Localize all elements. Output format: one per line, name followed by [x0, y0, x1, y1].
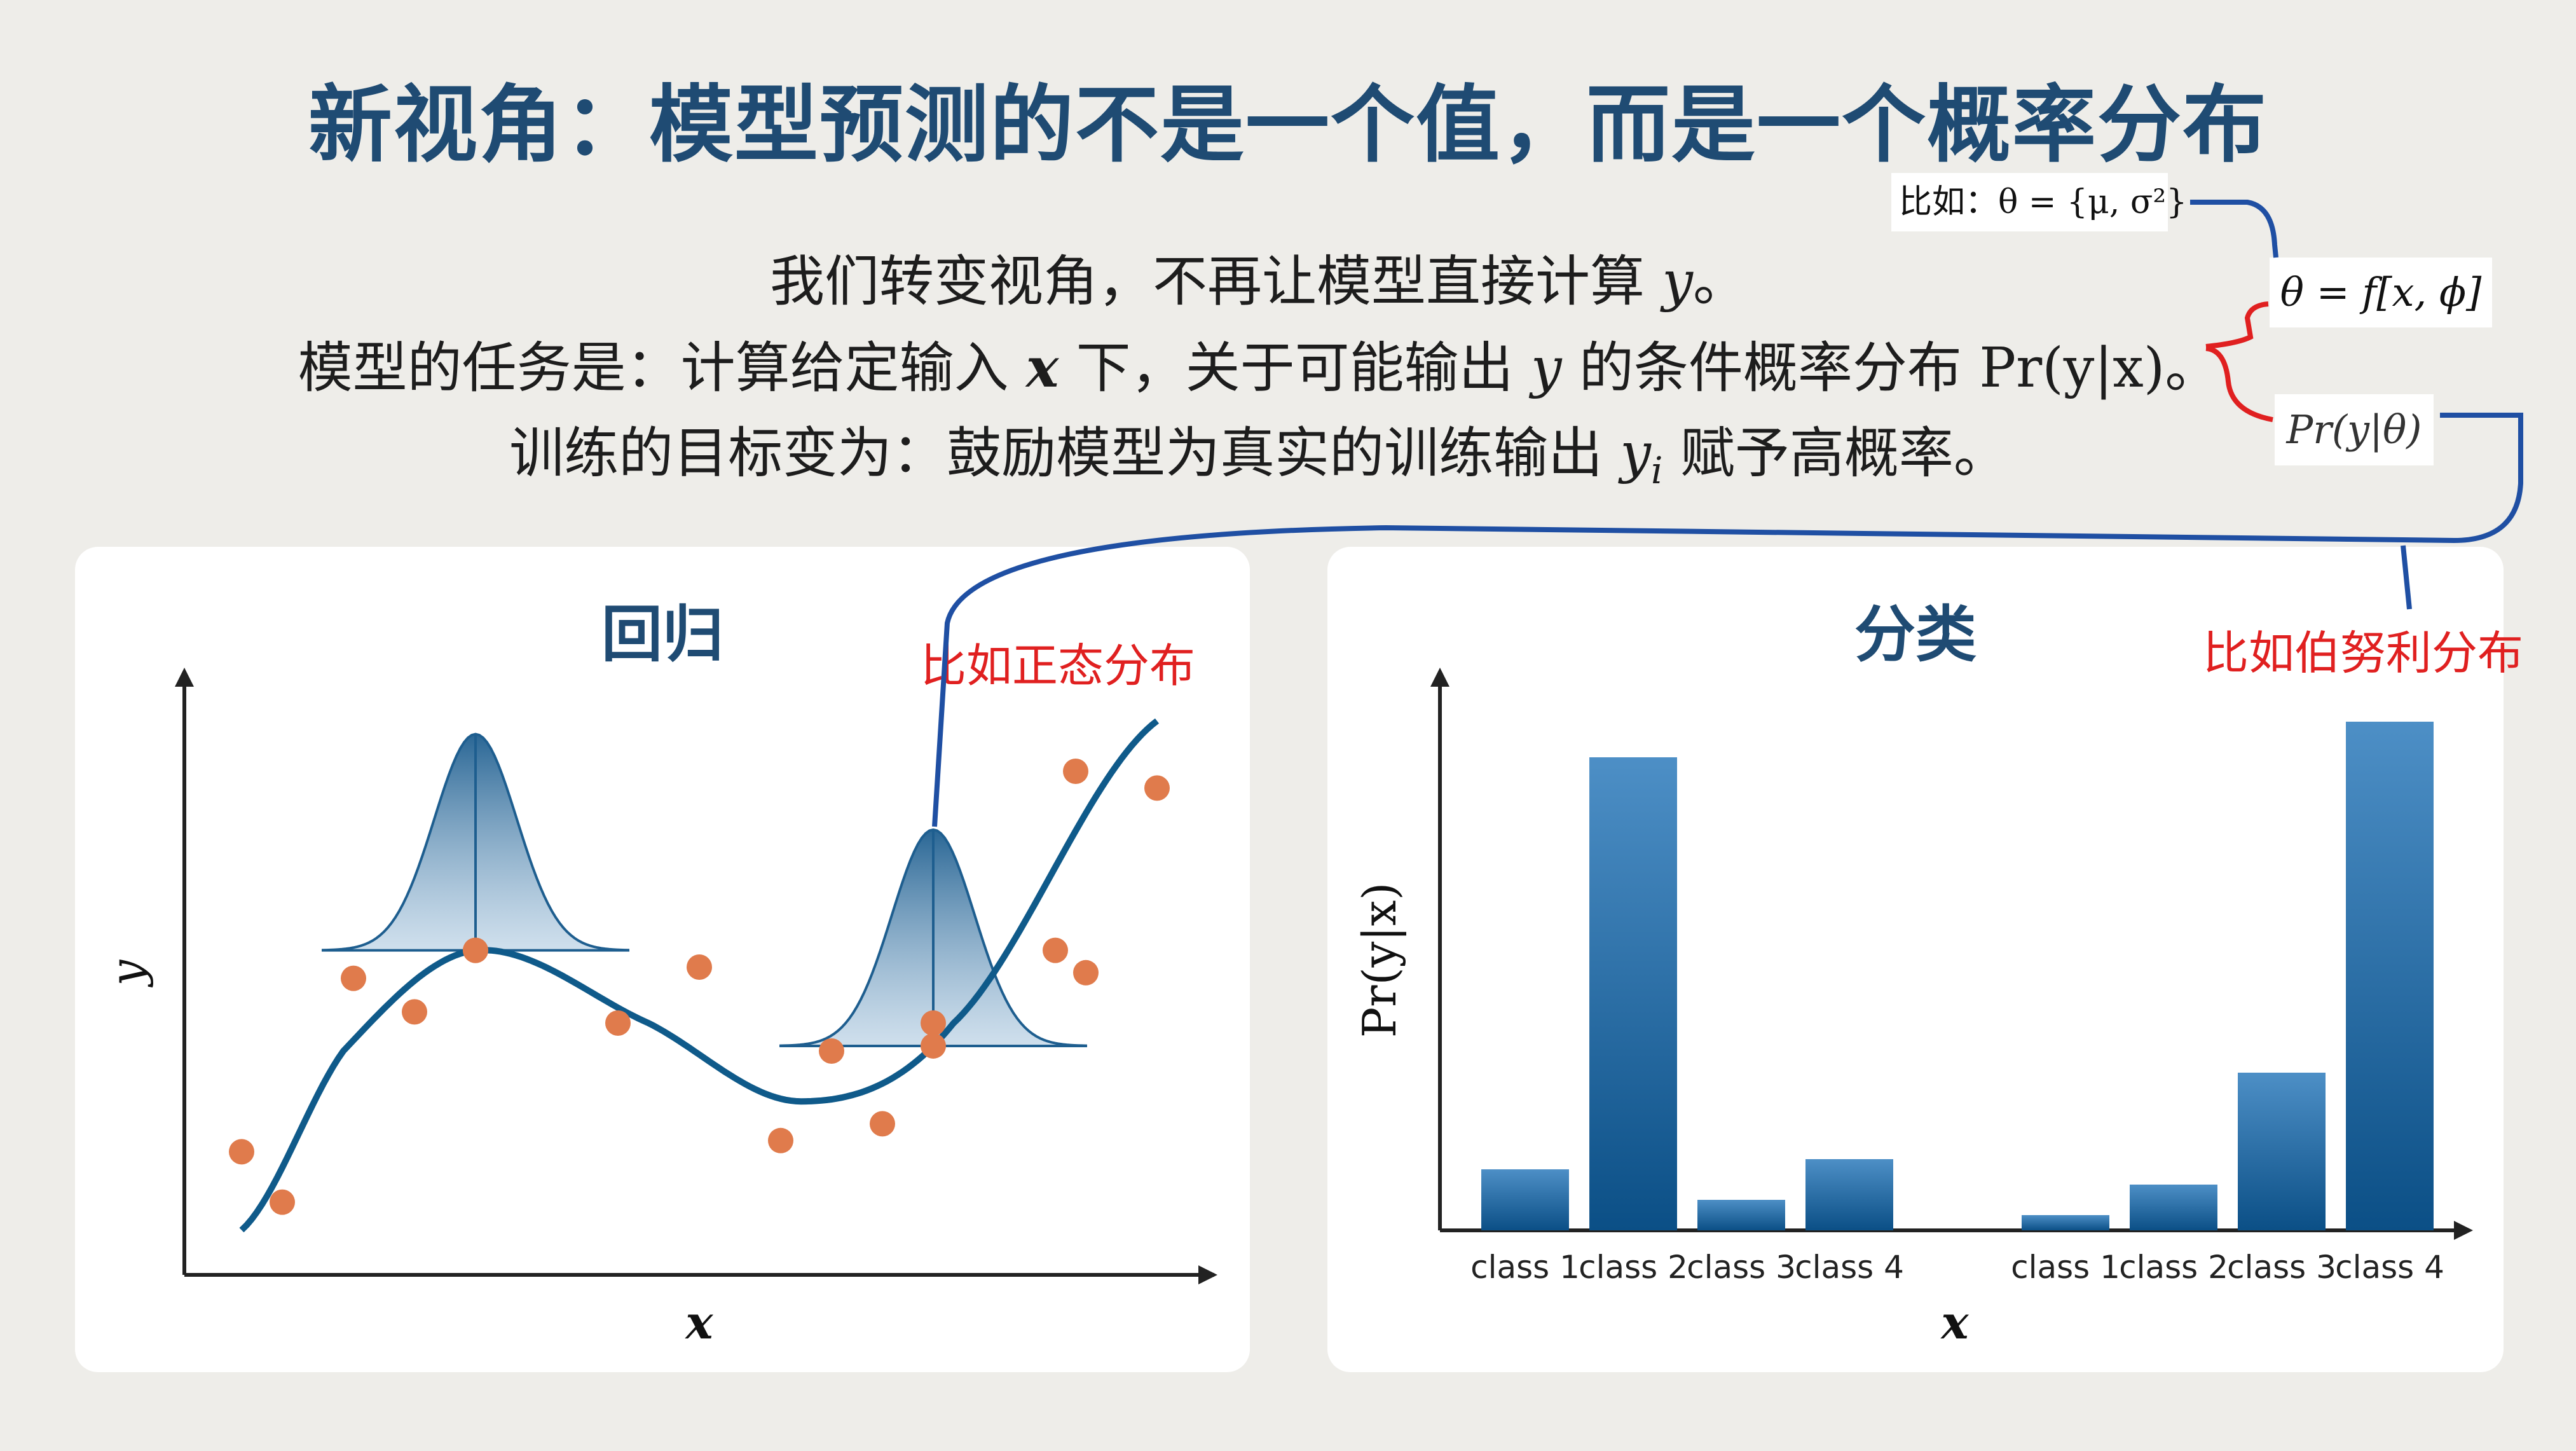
intro-var-y: y	[1662, 250, 1693, 313]
tick-label-group1-3: class 3	[1687, 1249, 1796, 1286]
intro-text: 训练的目标变为：鼓励模型为真实的训练输出	[509, 422, 1620, 485]
curve-mean-point-2	[921, 1033, 946, 1059]
tick-label-group1-1: class 1	[1470, 1249, 1580, 1286]
intro-var-y: y	[1530, 336, 1562, 400]
annotation-pr-theta: Pr(y|θ)	[2275, 394, 2434, 465]
connector-theta-function	[2205, 301, 2269, 349]
data-point-6	[605, 1010, 631, 1036]
tick-label-group2-1: class 1	[2011, 1249, 2120, 1286]
intro-expression: Pr(y|x)	[1979, 336, 2165, 400]
intro-line-3: 训练的目标变为：鼓励模型为真实的训练输出 yi 赋予高概率。	[0, 408, 2518, 492]
classification-x-label: x	[1940, 1295, 1970, 1349]
data-point-14	[1063, 759, 1088, 784]
data-point-10	[870, 1111, 895, 1137]
intro-text: 下，关于可能输出	[1058, 336, 1531, 400]
data-point-3	[341, 965, 366, 991]
intro-line-2: 模型的任务是：计算给定输入 x 下，关于可能输出 y 的条件概率分布 Pr(y|…	[0, 323, 2518, 402]
bar-group2-class-4	[2346, 722, 2434, 1230]
bernoulli-distribution-note: 比如伯努利分布	[2203, 626, 2524, 680]
intro-text: 的条件概率分布	[1561, 336, 1980, 400]
tick-label-group1-4: class 4	[1795, 1249, 1904, 1286]
classification-x-arrow-icon	[2454, 1221, 2473, 1240]
regression-y-label: y	[100, 959, 154, 987]
bar-group2-class-1	[2022, 1215, 2109, 1230]
intro-line-1: 我们转变视角，不再让模型直接计算 y。	[0, 237, 2518, 316]
data-point-9	[819, 1038, 844, 1064]
bar-group1-class-1	[1481, 1169, 1569, 1230]
regression-title: 回归	[601, 599, 723, 670]
data-point-7	[687, 954, 712, 980]
data-point-12	[1043, 937, 1068, 963]
normal-distribution-note: 比如正态分布	[921, 639, 1196, 692]
bar-group1-class-3	[1697, 1200, 1785, 1230]
annotation-theta-function: θ = f[x, ϕ]	[2270, 258, 2492, 327]
classification-y-arrow-icon	[1430, 668, 1449, 687]
connector-to-bernoulli	[2401, 545, 2412, 610]
data-point-15	[1144, 775, 1170, 801]
intro-var-x: x	[1025, 336, 1059, 400]
connector-pr-theta	[2205, 346, 2273, 422]
tick-label-group2-2: class 2	[2119, 1249, 2228, 1286]
page-title: 新视角：模型预测的不是一个值，而是一个概率分布	[308, 76, 2268, 174]
regression-plot	[229, 718, 1170, 1233]
classification-panel: 分类	[1327, 547, 2504, 1372]
intro-text: 模型的任务是：计算给定输入	[298, 336, 1026, 400]
classification-y-label: Pr(y|x)	[1353, 883, 1406, 1038]
bar-group1-class-4	[1805, 1159, 1893, 1230]
regression-y-arrow-icon	[175, 668, 194, 687]
bar-group2-class-2	[2130, 1185, 2217, 1230]
tick-label-group2-3: class 3	[2227, 1249, 2336, 1286]
data-point-8	[768, 1127, 793, 1153]
curve-mean-point-1	[463, 937, 488, 963]
annotation-theta-example: 比如：θ = {μ, σ²}	[1891, 173, 2187, 231]
bar-group2-class-3	[2238, 1073, 2326, 1230]
data-point-2	[270, 1189, 295, 1215]
tick-label-group1-2: class 2	[1579, 1249, 1688, 1286]
data-point-1	[229, 1139, 254, 1165]
intro-subscript: i	[1651, 449, 1663, 493]
classification-title: 分类	[1854, 599, 1977, 670]
tick-label-group2-4: class 4	[2335, 1249, 2444, 1286]
regression-curve	[239, 718, 1160, 1233]
regression-x-arrow-icon	[1198, 1265, 1217, 1284]
intro-text: 赋予高概率。	[1662, 422, 2008, 485]
intro-var-y: y	[1620, 422, 1652, 485]
intro-text: 。	[1692, 250, 1748, 313]
intro-text: 我们转变视角，不再让模型直接计算	[770, 250, 1662, 313]
connector-theta-example	[2190, 200, 2278, 258]
data-point-13	[1073, 959, 1099, 986]
regression-x-label: x	[685, 1295, 714, 1349]
connector-to-normal	[932, 413, 2523, 827]
data-point-4	[402, 999, 427, 1025]
data-point-11	[921, 1010, 946, 1036]
bar-group1-class-2	[1589, 757, 1677, 1230]
